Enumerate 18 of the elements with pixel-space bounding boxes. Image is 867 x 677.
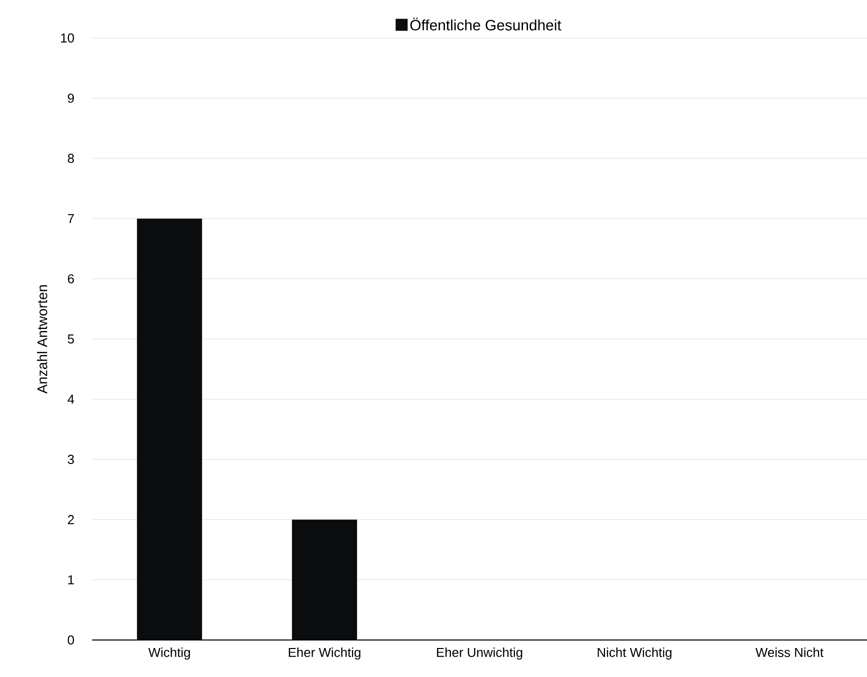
- legend-label: Öffentliche Gesundheit: [410, 18, 562, 30]
- y-tick-label: 2: [68, 515, 74, 524]
- x-tick-label: Nicht Wichtig: [598, 648, 672, 660]
- y-axis-title: Anzahl Antworten: [36, 285, 48, 394]
- y-tick-label: 5: [68, 334, 74, 344]
- x-tick-label: Weiss Nicht: [756, 648, 824, 658]
- y-tick-label: 6: [68, 274, 74, 284]
- y-tick-label: 0: [68, 635, 74, 645]
- x-tick-label: Wichtig: [148, 648, 190, 660]
- y-tick-label: 7: [68, 214, 74, 224]
- y-tick-label: 10: [61, 33, 74, 43]
- y-tick-label: 1: [68, 575, 74, 584]
- y-tick-label: 3: [68, 454, 74, 464]
- y-tick-label: 8: [68, 154, 74, 163]
- x-tick-label: Eher Wichtig: [288, 648, 360, 660]
- y-tick-label: 9: [68, 94, 74, 103]
- y-tick-label: 4: [68, 394, 74, 404]
- x-tick-label: Eher Unwichtig: [437, 648, 522, 660]
